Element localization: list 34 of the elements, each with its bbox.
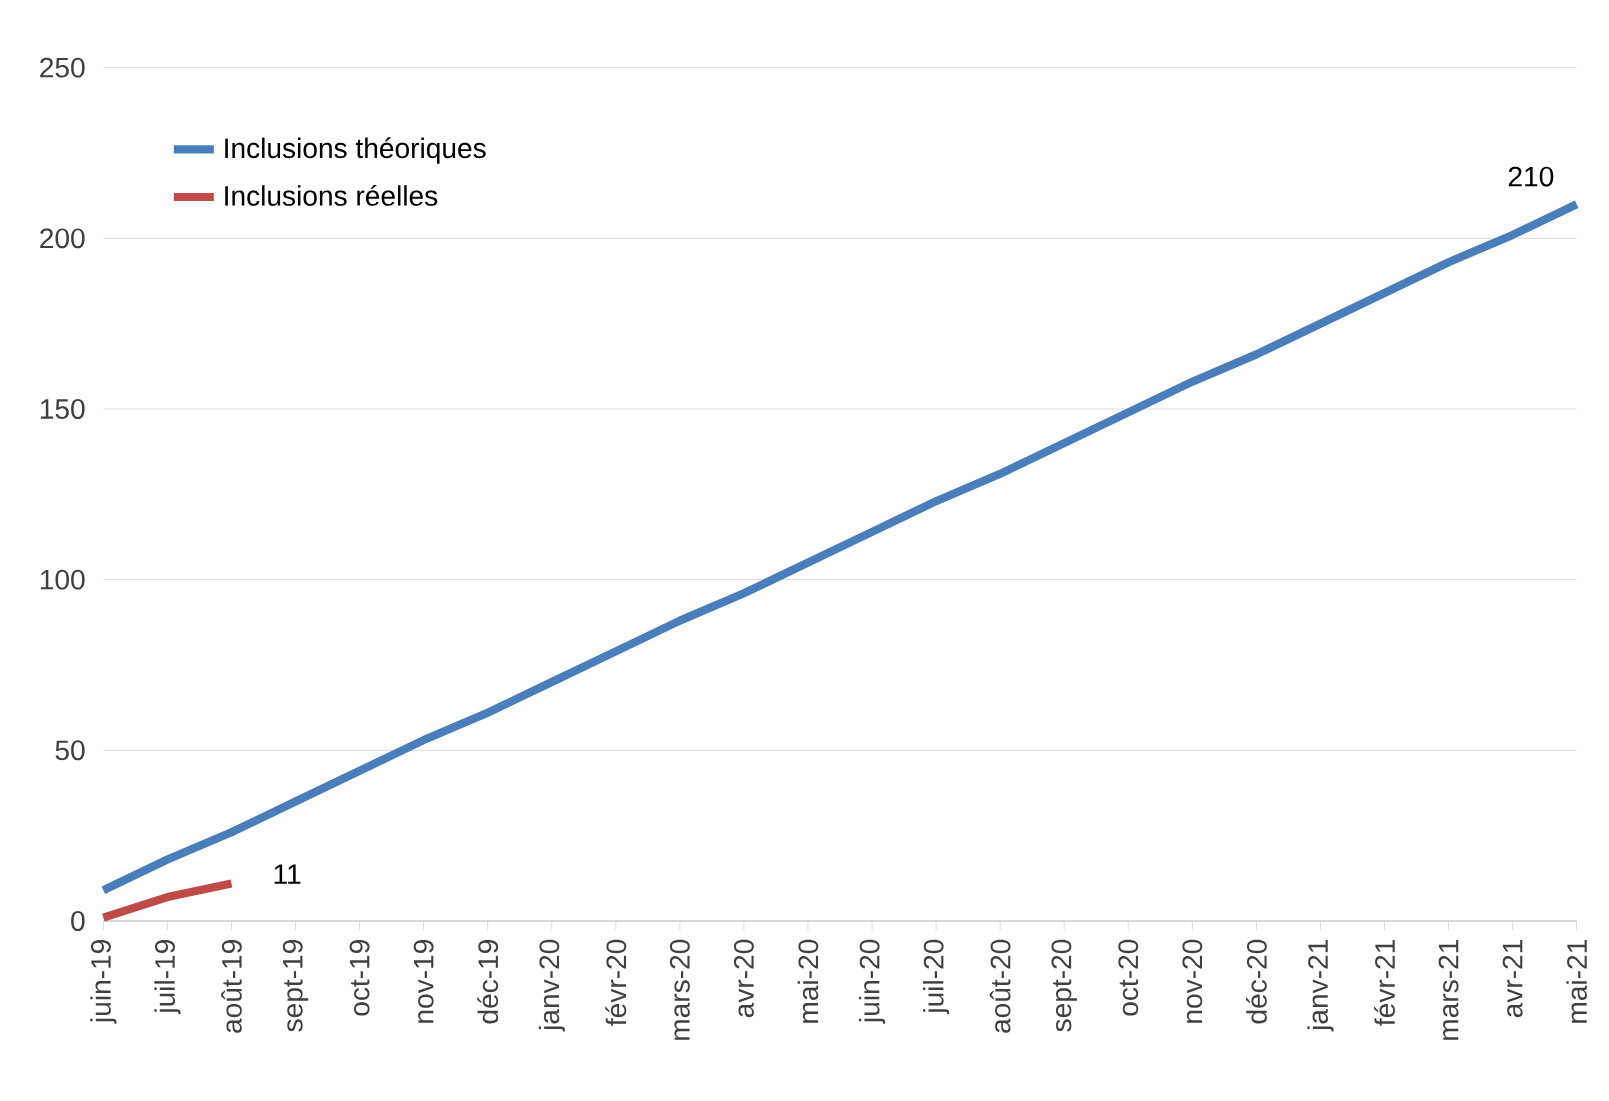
x-tick-label: sept-19 (282, 939, 309, 1032)
legend-label: Inclusions réelles (225, 184, 438, 206)
x-tick-label: août-20 (989, 939, 1011, 1033)
y-tick-label: 150 (40, 399, 85, 419)
x-tick-label: mars-21 (1438, 940, 1459, 1040)
x-tick-label: juil-20 (923, 939, 950, 1015)
x-tick-label: févr-20 (605, 939, 627, 1026)
x-tick-label: sept-20 (1051, 939, 1077, 1032)
x-tick-label: nov-20 (1182, 939, 1203, 1023)
x-tick-label: mars-20 (669, 939, 690, 1040)
x-tick-label: nov-19 (413, 939, 434, 1023)
y-tick-label: 200 (40, 228, 85, 249)
x-tick-label: avr-20 (733, 939, 754, 1018)
y-tick-label: 100 (40, 569, 85, 590)
x-tick-label: déc-20 (1245, 939, 1267, 1024)
x-tick-label: juin-19 (90, 940, 117, 1024)
x-tick-label: juil-19 (154, 940, 181, 1015)
x-tick-label: oct-20 (1118, 939, 1139, 1016)
data-label: 210 (1508, 166, 1554, 187)
x-tick-label: janv-21 (1307, 940, 1334, 1032)
x-tick-label: déc-19 (477, 939, 499, 1024)
x-tick-label: avr-21 (1502, 940, 1523, 1018)
y-tick-label: 50 (55, 740, 85, 761)
legend-label: Inclusions théoriques (225, 137, 486, 164)
data-label: 11 (274, 864, 301, 884)
y-tick-label: 0 (71, 911, 85, 931)
x-tick-label: mai-21 (1566, 940, 1587, 1023)
x-tick-label: août-19 (221, 939, 242, 1033)
x-tick-label: juin-20 (858, 939, 886, 1024)
x-tick-label: oct-19 (349, 939, 370, 1016)
x-tick-label: mai-20 (797, 939, 819, 1023)
y-tick-label: 250 (40, 57, 85, 78)
x-tick-label: janv-20 (538, 939, 565, 1032)
x-tick-label: févr-21 (1374, 940, 1395, 1026)
